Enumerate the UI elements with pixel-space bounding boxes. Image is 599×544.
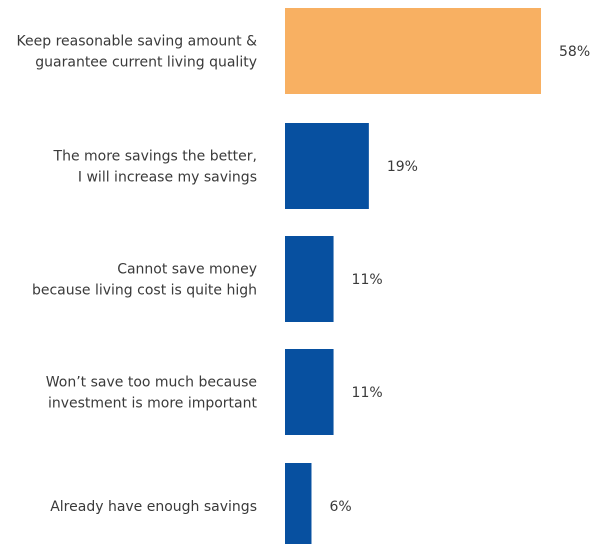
category-label-line: guarantee current living quality (35, 55, 257, 71)
category-label-line: The more savings the better, (53, 149, 257, 165)
category-label-2: Cannot save money because living cost is … (32, 262, 257, 299)
category-label-line: Already have enough savings (50, 499, 257, 515)
value-label-4: 6% (329, 499, 351, 515)
bar-2 (285, 236, 334, 322)
category-label-4: Already have enough savings (50, 499, 257, 515)
value-label-2: 11% (352, 272, 383, 288)
value-label-0: 58% (559, 44, 590, 60)
category-label-line: investment is more important (48, 396, 258, 412)
value-labels-group: 58% 19% 11% 11% 6% (329, 44, 590, 515)
bars-group (285, 8, 541, 544)
category-label-0: Keep reasonable saving amount & guarantee… (17, 34, 258, 71)
category-label-line: I will increase my savings (78, 170, 257, 186)
bar-1 (285, 123, 369, 209)
category-label-line: Won’t save too much because (46, 375, 257, 391)
category-label-line: Keep reasonable saving amount & (17, 34, 258, 50)
bar-4 (285, 463, 312, 544)
category-label-line: because living cost is quite high (32, 283, 257, 299)
value-label-3: 11% (352, 385, 383, 401)
category-label-1: The more savings the better, I will incre… (53, 149, 257, 186)
category-label-3: Won’t save too much because investment is… (46, 375, 258, 412)
bar-3 (285, 349, 334, 435)
category-label-line: Cannot save money (117, 262, 257, 278)
bar-0 (285, 8, 541, 94)
value-label-1: 19% (387, 159, 418, 175)
category-labels-group: Keep reasonable saving amount & guarantee… (17, 34, 258, 516)
